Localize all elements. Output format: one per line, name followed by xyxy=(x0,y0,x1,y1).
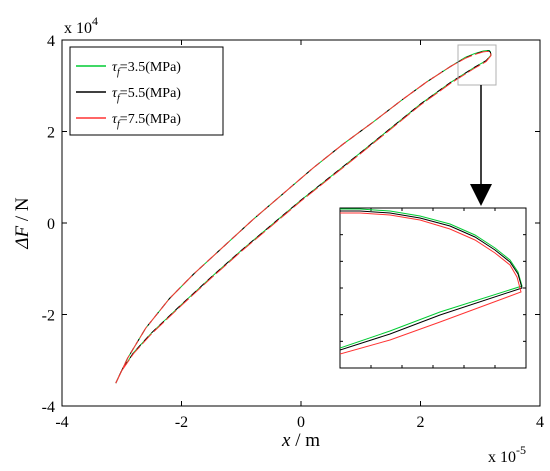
y-tick-label: 2 xyxy=(47,125,55,142)
x-axis-var: x xyxy=(281,430,291,451)
inset-plot-area xyxy=(339,207,527,369)
x-multiplier: x 10-5 xyxy=(488,443,526,466)
y-tick-label: -4 xyxy=(42,399,55,416)
legend: τf=3.5(MPa) τf=5.5(MPa) τf=7.5(MPa) xyxy=(76,60,181,130)
x-axis: -4 -2 0 2 4 xyxy=(55,40,544,431)
x-tick-label: 0 xyxy=(297,414,305,431)
x-tick-label: -2 xyxy=(175,414,188,431)
zoom-region-box xyxy=(457,44,497,86)
y-axis: -4 -2 0 2 4 xyxy=(42,33,540,416)
legend-box xyxy=(69,46,224,136)
x-tick-label: 2 xyxy=(417,414,425,431)
series-line-2 xyxy=(115,50,492,384)
y-multiplier-exp: 4 xyxy=(92,14,98,28)
y-tick-label: 4 xyxy=(47,33,55,50)
legend-label-3: τf=7.5(MPa) xyxy=(112,112,181,130)
main-series xyxy=(115,50,492,384)
x-axis-unit: / m xyxy=(290,430,320,451)
x-multiplier-exp: -5 xyxy=(516,443,526,457)
x-tick-label: 4 xyxy=(536,414,544,431)
zoom-arrow-head xyxy=(470,184,492,206)
legend-label-1: τf=3.5(MPa) xyxy=(112,60,181,78)
y-multiplier: x 104 xyxy=(64,14,98,37)
series-line-3 xyxy=(115,50,492,384)
y-axis-label: ΔF / N xyxy=(12,197,33,250)
legend-label-2: τf=5.5(MPa) xyxy=(112,86,181,104)
y-tick-label: 0 xyxy=(47,216,55,233)
x-axis-label: x / m xyxy=(281,430,320,451)
inset-series-line-2 xyxy=(340,210,523,351)
x-tick-label: -4 xyxy=(55,414,68,431)
y-multiplier-base: x 10 xyxy=(64,20,92,37)
inset-series-line-3 xyxy=(340,212,522,355)
y-axis-unit: / N xyxy=(12,197,33,226)
y-tick-label: -2 xyxy=(42,308,55,325)
inset-series xyxy=(340,208,523,355)
inset-series-line-1 xyxy=(340,208,523,349)
x-multiplier-base: x 10 xyxy=(488,449,516,466)
inset-axes xyxy=(340,208,526,368)
y-axis-var: ΔF xyxy=(12,225,33,249)
